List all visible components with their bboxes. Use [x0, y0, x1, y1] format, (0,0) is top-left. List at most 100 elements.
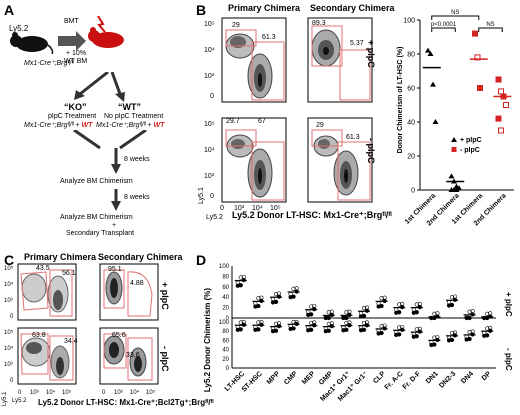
b-row-minus: - pIpC: [366, 138, 376, 164]
c-ytick-6: 10⁴: [4, 345, 14, 352]
c-xtick-2: 10³: [30, 390, 39, 396]
down-arrow-2-icon: [111, 189, 121, 211]
c-gate-2-right: 4.88: [130, 280, 144, 287]
step-secondary-transplant: Secondary Transplant: [66, 230, 135, 237]
wt-treatment: No pIpC Treatment: [104, 113, 164, 120]
c-xtick-5: 0: [102, 390, 106, 396]
b-gate-4-left: 29: [316, 122, 324, 129]
b-facs-plot-1: [221, 17, 287, 103]
c-xtick-4: 10⁵: [62, 389, 72, 396]
b-chart-point: [495, 76, 502, 83]
panel-label-a: A: [4, 2, 15, 18]
d-chart-ytick-bottom: 40: [222, 348, 229, 354]
b-ytick-6: 10⁴: [204, 147, 215, 154]
d-chart-point: [273, 328, 279, 333]
b-chart-point: [498, 127, 504, 134]
d-chart-point: [312, 303, 317, 309]
d-chart-point: [432, 311, 437, 316]
d-chart-point: [485, 311, 490, 316]
d-chart-point: [276, 321, 282, 326]
b-chart-ylabel: Donor Chimerism of LT-HSC (%): [397, 47, 404, 154]
b-chart-point: [503, 102, 509, 108]
d-chart-point: [309, 304, 314, 309]
d-chart-ytick-top: 60: [222, 285, 229, 291]
c-xtick-1: 0: [18, 390, 22, 396]
d-chart-ytick-top: 0: [226, 316, 230, 322]
donor-mouse-icon: [10, 32, 54, 54]
b-gate-2-right: 5.37: [350, 40, 364, 47]
d-chart-point: [361, 320, 367, 326]
d-chart-point: [291, 286, 296, 291]
b-chart-ytick-label: 60: [407, 86, 415, 93]
d-chart-point: [241, 274, 246, 280]
d-chart-point: [400, 324, 405, 330]
b-col-primary: Primary Chimera: [228, 3, 301, 13]
transfer-arrow-icon: [58, 31, 86, 51]
d-chart-point: [326, 315, 331, 321]
donor-mouse-label: Ly5.2: [9, 24, 29, 33]
b-row-plus: + pIpC: [366, 40, 376, 68]
wt-bm-label: WT BM: [64, 58, 88, 65]
d-chart-ytick-top: 80: [222, 274, 229, 280]
split-arrows-icon: [74, 72, 125, 102]
d-chart-point: [309, 312, 314, 317]
c-xlabel: Ly5.2: [12, 398, 27, 404]
d-chart-point: [382, 295, 387, 300]
d-chart-point: [344, 320, 349, 326]
d-chart-point: [467, 315, 472, 321]
d-chart-ytick-top: 40: [222, 295, 229, 301]
b-chart-ns1-label: NS: [451, 10, 459, 16]
c-x-title: Ly5.2 Donor LT-HSC: Mx1-Cre⁺;Bcl2Tg⁺;Brg…: [38, 398, 214, 407]
d-chart-point: [329, 309, 334, 314]
d-chart-point: [273, 321, 279, 326]
b-gate-1-right: 61.3: [262, 34, 276, 41]
b-gate-1-left: 29: [232, 22, 240, 29]
d-chart-point: [414, 302, 419, 307]
b-ytick-8: 0: [210, 193, 214, 200]
d-chart-category-label: CMP: [283, 370, 299, 386]
wt-genotype: Mx1-Cre⁺;Brgᶠˡ/ᶠˡ + WT: [96, 122, 165, 129]
b-gate-3-left: 29.7: [226, 118, 240, 125]
d-chart-point: [326, 310, 331, 315]
d-chart-ytick-top: 20: [222, 306, 229, 312]
b-chart-point: [425, 47, 431, 53]
b-gate-2-left: 89.3: [312, 20, 326, 27]
d-chart-point: [397, 325, 402, 330]
d-chart-point: [364, 320, 370, 325]
d-chart-point: [435, 335, 440, 340]
d-chart-point: [273, 299, 279, 304]
d-chart-ytick-bottom: 100: [219, 320, 230, 326]
d-chart-ytick-bottom: 20: [222, 357, 229, 363]
b-chart-legend-plus: + pIpC: [460, 137, 482, 144]
d-chart-point: [344, 327, 349, 332]
merge-arrows-icon: [73, 130, 147, 150]
d-chart-point: [241, 319, 246, 325]
c-gate-2-left: 95.1: [108, 266, 122, 273]
b-chart-point: [472, 30, 478, 37]
b-chart-bracket-ns2: [478, 27, 503, 32]
ko-treatment: pIpC Treatment: [48, 113, 97, 120]
d-chart-point: [452, 294, 458, 299]
c-ylabel: Ly5.1: [2, 391, 8, 406]
d-chart-point: [417, 301, 422, 307]
b-xtick-1: 0: [220, 205, 224, 212]
weeks-label-2: 8 weeks: [124, 194, 150, 201]
b-chart-ytick-label: 40: [407, 120, 415, 127]
panel-b-scatter-chart: Donor Chimerism of LT-HSC (%) 0 20 40 60 80 1…: [397, 10, 514, 227]
irradiated-recipient-icon: [88, 16, 124, 48]
b-chart-bracket-ns1: [431, 15, 480, 20]
plus-wt-label: + 10%: [66, 50, 87, 57]
b-chart-sig-label: p<0.0001: [431, 22, 457, 28]
c-xtick-6: 10³: [114, 390, 123, 396]
b-ytick-2: 10⁴: [204, 47, 215, 54]
c-col-secondary: Secondary Chimera: [98, 252, 183, 262]
d-chart-category-label: Fr. A-C: [384, 370, 405, 391]
wt-title: “WT”: [118, 102, 141, 112]
c-facs-plot-4: [99, 327, 159, 385]
d-chart-ytick-bottom: 80: [222, 329, 229, 335]
d-chart-category-label: DN2-3: [438, 370, 457, 389]
b-chart-legend-minus-marker: [451, 147, 457, 152]
b-xlabel: Ly5.2: [206, 214, 223, 221]
b-chart-point: [432, 119, 439, 124]
d-chart-point: [291, 326, 296, 331]
